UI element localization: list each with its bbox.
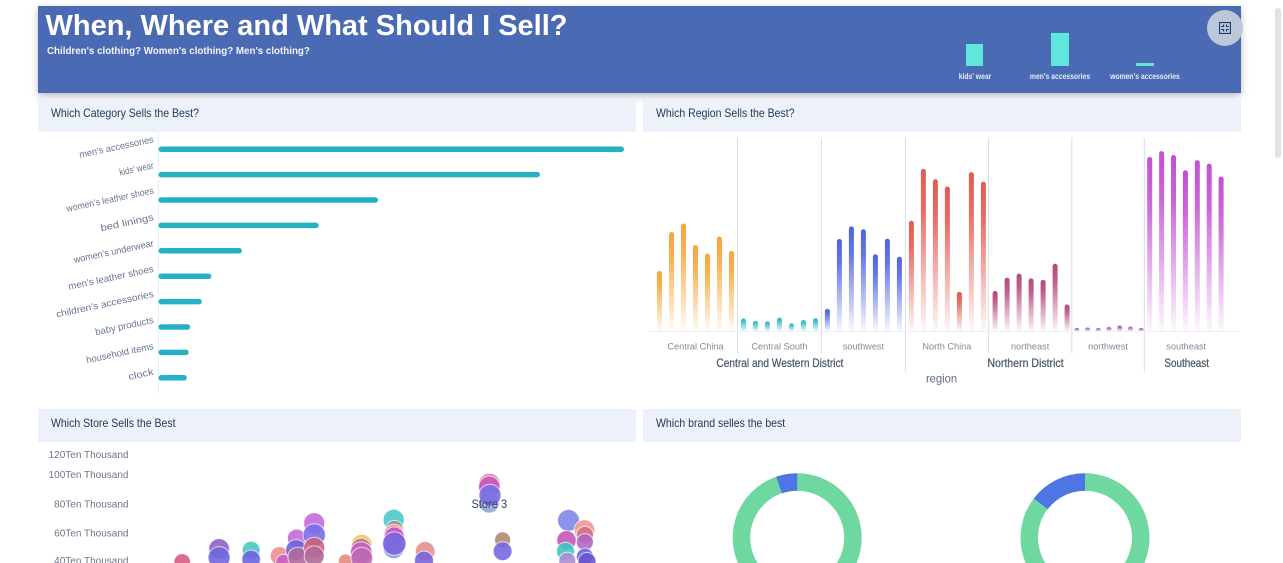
svg-text:baby products: baby products [94,315,155,338]
svg-text:household items: household items [85,341,155,366]
svg-text:clock: clock [127,367,155,383]
svg-text:region: region [926,372,957,386]
svg-text:southwest: southwest [843,342,885,352]
svg-text:children’s accessories: children’s accessories [55,289,155,321]
svg-text:men’s leather shoes: men’s leather shoes [67,264,155,293]
svg-text:North China: North China [922,342,972,352]
svg-text:100Ten Thousand: 100Ten Thousand [49,470,129,481]
svg-text:60Ten Thousand: 60Ten Thousand [54,529,128,540]
svg-text:120Ten Thousand: 120Ten Thousand [49,450,129,461]
svg-text:80Ten Thousand: 80Ten Thousand [54,500,128,511]
svg-text:kids’ wear: kids’ wear [118,160,154,178]
svg-text:40Ten Thousand: 40Ten Thousand [54,556,128,563]
svg-text:men’s accessories: men’s accessories [78,134,155,161]
svg-text:Central and Western District: Central and Western District [716,356,844,370]
svg-text:Central China: Central China [667,342,724,352]
svg-text:southeast: southeast [1166,342,1206,352]
svg-text:Northern District: Northern District [987,356,1064,370]
svg-text:northeast: northeast [1011,342,1050,352]
svg-text:women’s underwear: women’s underwear [72,238,155,266]
svg-text:Southeast: Southeast [1164,356,1209,370]
svg-text:northwest: northwest [1088,342,1128,352]
svg-text:women’s leather shoes: women’s leather shoes [65,186,155,215]
svg-text:bed linings: bed linings [100,212,155,234]
svg-text:Store 3: Store 3 [471,497,507,511]
svg-text:Central South: Central South [751,342,807,352]
